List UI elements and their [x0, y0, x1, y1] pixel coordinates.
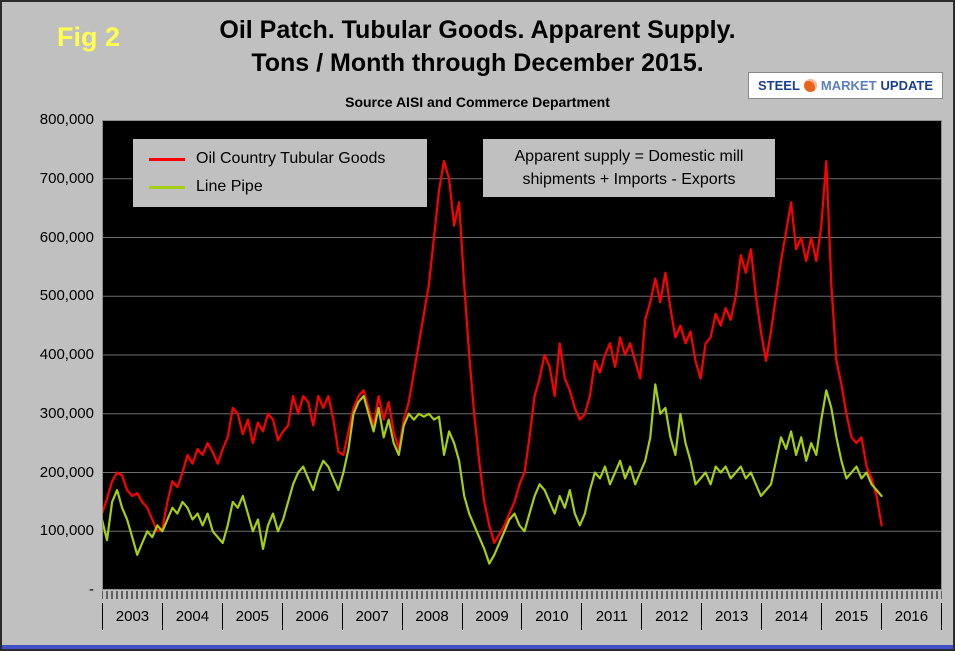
year-label: 2016 — [880, 603, 941, 630]
y-tick-label: 300,000 — [39, 404, 94, 422]
y-tick-label: 700,000 — [39, 169, 94, 187]
chart-source-subtitle: Source AISI and Commerce Department — [345, 94, 610, 110]
plot-border — [102, 120, 942, 590]
year-label: 2006 — [281, 603, 342, 630]
year-label: 2012 — [641, 603, 701, 630]
y-tick-label: 600,000 — [39, 228, 94, 246]
logo-orange-ball-icon — [803, 79, 817, 92]
year-label: 2008 — [401, 603, 462, 630]
chart-title-line2: Tons / Month through December 2015. — [251, 49, 704, 77]
year-label: 2010 — [521, 603, 581, 630]
year-label: 2009 — [461, 603, 522, 630]
year-label: 2013 — [701, 603, 761, 630]
year-label: 2014 — [761, 603, 821, 630]
steel-market-update-logo: STEEL MARKET UPDATE — [748, 72, 943, 99]
year-label: 2004 — [161, 603, 222, 630]
legend-label-line-pipe: Line Pipe — [196, 178, 263, 195]
legend: Oil Country Tubular Goods Line Pipe — [132, 138, 428, 208]
annotation-line2: shipments + Imports - Exports — [522, 171, 736, 188]
year-label: 2011 — [581, 603, 641, 630]
legend-swatch-octg — [149, 157, 185, 161]
legend-item-line-pipe: Line Pipe — [149, 178, 411, 196]
legend-label-octg: Oil Country Tubular Goods — [196, 150, 386, 167]
legend-item-octg: Oil Country Tubular Goods — [149, 150, 411, 168]
logo-word-market: MARKET — [820, 78, 877, 93]
logo-word-steel: STEEL — [758, 78, 800, 93]
y-tick-label: 800,000 — [39, 111, 94, 128]
year-label: 2015 — [821, 603, 881, 630]
figure-number-label: Fig 2 — [57, 22, 121, 52]
series-line-octg — [102, 159, 883, 545]
series-line-line-pipe — [102, 383, 883, 565]
y-tick-label: 400,000 — [39, 346, 94, 363]
y-tick-label: 500,000 — [39, 287, 94, 305]
x-axis-year-labels: 2003 2004 2005 2006 2007 2008 2009 2010 2011 2012… — [102, 603, 942, 630]
annotation-line1: Apparent supply = Domestic mill — [514, 148, 744, 165]
legend-swatch-line-pipe — [149, 185, 185, 189]
y-tick-label: - — [89, 581, 94, 598]
year-label: 2003 — [102, 603, 162, 630]
y-tick-label: 200,000 — [39, 463, 94, 481]
y-tick-label: 100,000 — [39, 522, 94, 540]
annotation-apparent-supply: Apparent supply = Domestic mill shipment… — [482, 138, 776, 198]
bottom-border-strip — [2, 645, 953, 649]
year-label: 2005 — [221, 603, 282, 630]
chart-title-line1: Oil Patch. Tubular Goods. Apparent Suppl… — [219, 16, 736, 44]
year-label: 2007 — [341, 603, 402, 630]
logo-word-update: UPDATE — [880, 78, 933, 93]
chart-title: Oil Patch. Tubular Goods. Apparent Suppl… — [2, 14, 953, 80]
